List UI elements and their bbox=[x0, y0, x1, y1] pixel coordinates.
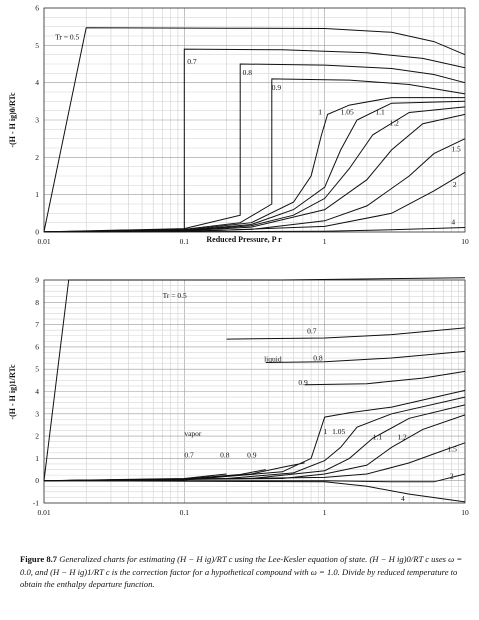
x-tick-label: 10 bbox=[461, 508, 469, 517]
series-label: 0.9 bbox=[247, 450, 257, 459]
series-label: 0.8 bbox=[220, 450, 230, 459]
figure-number: Figure 8.7 bbox=[20, 554, 58, 564]
y-tick-label: 0 bbox=[35, 228, 39, 237]
series-line bbox=[43, 396, 466, 482]
series-line bbox=[43, 100, 466, 233]
x-tick-label: 0.01 bbox=[37, 237, 50, 246]
series-line bbox=[304, 370, 466, 386]
series-label: 0.9 bbox=[272, 83, 282, 92]
y-tick-label: 2 bbox=[35, 153, 39, 162]
series-label: 1 bbox=[323, 427, 327, 436]
y-tick-label: 4 bbox=[35, 78, 39, 87]
series-label: 4 bbox=[451, 218, 455, 227]
y-axis-title: -(H - H ig)0/RTc bbox=[8, 92, 17, 148]
y-tick-label: 0 bbox=[35, 476, 39, 485]
series-label: 1.2 bbox=[397, 432, 407, 441]
series-line bbox=[43, 63, 466, 233]
series-label: 0.7 bbox=[187, 57, 197, 66]
series-line bbox=[43, 48, 466, 233]
series-line bbox=[43, 27, 466, 232]
series-label: 0.7 bbox=[184, 450, 194, 459]
series-label: 1.2 bbox=[390, 119, 400, 128]
series-label: 1.1 bbox=[375, 107, 385, 116]
plot-frame bbox=[43, 7, 466, 233]
series-line bbox=[43, 113, 466, 233]
x-tick-label: 10 bbox=[461, 237, 469, 246]
y-tick-label: 2 bbox=[35, 432, 39, 441]
y-tick-label: 6 bbox=[35, 342, 39, 351]
chart-annotation: vapor bbox=[184, 429, 202, 438]
y-tick-label: 7 bbox=[35, 320, 39, 329]
y-tick-label: 5 bbox=[35, 41, 39, 50]
series-label: 0.9 bbox=[298, 378, 308, 387]
series-line bbox=[43, 480, 466, 503]
y-tick-label: 5 bbox=[35, 365, 39, 374]
y-tick-label: 1 bbox=[35, 454, 39, 463]
y-axis-title: -(H - H ig)1/RTc bbox=[8, 364, 17, 420]
series-label: 1.05 bbox=[332, 427, 345, 436]
series-label: 2 bbox=[453, 180, 457, 189]
y-tick-label: 8 bbox=[35, 298, 39, 307]
series-label: 0.7 bbox=[307, 327, 317, 336]
x-tick-label: 0.1 bbox=[180, 508, 190, 517]
series-line bbox=[43, 442, 466, 482]
caption-text: Generalized charts for estimating (H − H… bbox=[20, 554, 463, 589]
series-label: 1.5 bbox=[447, 445, 457, 454]
series-line bbox=[44, 473, 466, 483]
series-label: 1.5 bbox=[451, 145, 461, 154]
y-tick-label: 3 bbox=[35, 409, 39, 418]
y-tick-label: -1 bbox=[33, 499, 39, 508]
series-label: Tr = 0.5 bbox=[163, 291, 187, 300]
top-chart: 0.01 0.1 1 10 0 1 2 3 4 5 6 Reduced Pressure, P r -(… bbox=[8, 4, 469, 247]
series-label: 1.05 bbox=[341, 107, 354, 116]
x-axis-title: Reduced Pressure, P r bbox=[206, 235, 282, 244]
series-line bbox=[226, 327, 466, 340]
series-label: Tr = 0.5 bbox=[55, 33, 79, 42]
series-label: 2 bbox=[450, 471, 454, 480]
y-tick-label: 9 bbox=[35, 276, 39, 285]
series-label: 1.1 bbox=[373, 432, 383, 441]
series-line bbox=[43, 277, 466, 481]
series-label: 0.8 bbox=[243, 68, 253, 77]
y-tick-label: 6 bbox=[35, 4, 39, 13]
x-tick-label: 0.01 bbox=[37, 508, 50, 517]
x-tick-label: 0.1 bbox=[180, 237, 190, 246]
series-line bbox=[43, 78, 466, 233]
series-line bbox=[43, 414, 466, 482]
x-tick-label: 1 bbox=[323, 508, 327, 517]
series-label: 0.8 bbox=[313, 353, 323, 362]
series-line bbox=[43, 227, 466, 233]
series-label: 1 bbox=[318, 107, 322, 116]
y-tick-label: 4 bbox=[35, 387, 39, 396]
chart-annotation: liquid bbox=[264, 354, 282, 363]
series-line bbox=[265, 350, 466, 363]
figure-caption: Figure 8.7 Generalized charts for estima… bbox=[20, 553, 465, 591]
series-line bbox=[43, 106, 466, 233]
y-tick-label: 1 bbox=[35, 190, 39, 199]
series-label: 4 bbox=[401, 494, 405, 503]
series-line bbox=[43, 97, 465, 233]
x-tick-label: 1 bbox=[323, 237, 327, 246]
y-tick-label: 3 bbox=[35, 116, 39, 125]
